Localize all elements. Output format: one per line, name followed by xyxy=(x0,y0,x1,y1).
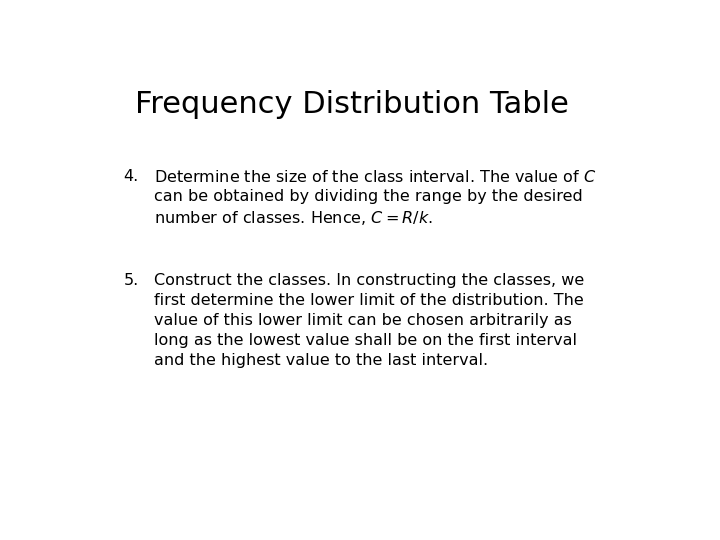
Text: first determine the lower limit of the distribution. The: first determine the lower limit of the d… xyxy=(154,293,584,308)
Text: can be obtained by dividing the range by the desired: can be obtained by dividing the range by… xyxy=(154,188,583,204)
Text: value of this lower limit can be chosen arbitrarily as: value of this lower limit can be chosen … xyxy=(154,313,572,328)
Text: number of classes. Hence, $C = R/k$.: number of classes. Hence, $C = R/k$. xyxy=(154,208,433,227)
Text: Frequency Distribution Table: Frequency Distribution Table xyxy=(135,90,569,119)
Text: Determine the size of the class interval. The value of $C$: Determine the size of the class interval… xyxy=(154,168,597,185)
Text: 5.: 5. xyxy=(124,273,139,288)
Text: and the highest value to the last interval.: and the highest value to the last interv… xyxy=(154,353,488,368)
Text: long as the lowest value shall be on the first interval: long as the lowest value shall be on the… xyxy=(154,333,577,348)
Text: 4.: 4. xyxy=(124,168,139,184)
Text: Construct the classes. In constructing the classes, we: Construct the classes. In constructing t… xyxy=(154,273,585,288)
